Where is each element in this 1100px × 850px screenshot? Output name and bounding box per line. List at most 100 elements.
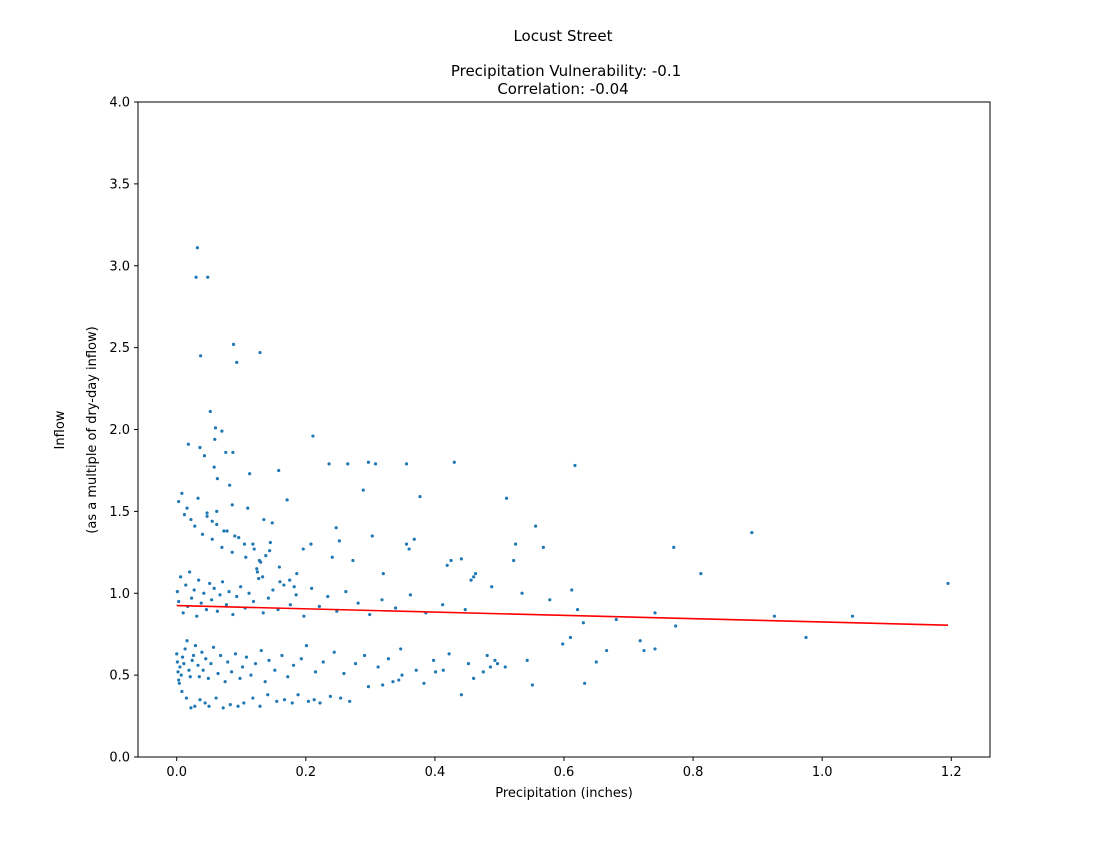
scatter-point [259,648,263,653]
scatter-point [449,558,453,563]
scatter-point [653,611,657,615]
scatter-point [594,660,598,664]
scatter-point [261,611,265,615]
scatter-point [334,526,338,530]
scatter-point [399,647,403,651]
scatter-point [503,665,507,669]
scatter-point [407,547,411,551]
chart-subtitle-vulnerability: Precipitation Vulnerability: -0.1 [451,62,681,80]
y-tick-label: 3.5 [109,177,130,192]
scatter-point [418,495,422,499]
scatter-point [179,673,183,677]
scatter-point [282,698,287,702]
scatter-point [218,593,222,597]
scatter-point [366,684,371,689]
scatter-point [202,454,207,458]
scatter-point [183,647,187,651]
scatter-point [304,644,309,648]
scatter-point [244,655,249,659]
scatter-point [228,483,232,487]
scatter-point [290,701,294,705]
scatter-point [495,662,500,666]
y-tick-label: 1.0 [109,587,130,602]
scatter-point [520,591,524,595]
y-tick-label: 4.0 [109,96,130,111]
scatter-point [197,675,201,679]
scatter-point [493,658,497,662]
scatter-point [235,594,239,599]
scatter-point [179,575,183,579]
scatter-point [346,462,350,466]
scatter-point [260,575,265,579]
scatter-point [313,670,318,674]
scatter-point [568,635,573,640]
scatter-point [194,275,198,279]
scatter-point [216,671,220,676]
scatter-point [205,514,209,518]
scatter-point [175,652,179,656]
y-axis-label: Inflow [53,410,68,449]
scatter-point [251,599,256,604]
scatter-point [231,450,235,455]
scatter-point [231,612,235,617]
scatter-point [262,517,266,522]
scatter-point [310,586,314,590]
scatter-point [210,519,214,523]
scatter-point [294,593,298,597]
scatter-point [330,555,334,559]
scatter-point [251,696,255,700]
scatter-point [206,676,210,681]
x-axis-label: Precipitation (inches) [495,786,633,801]
scatter-point [215,522,219,527]
scatter-point [201,668,205,672]
scatter-point [205,511,209,515]
x-tick-label: 0.2 [295,765,316,780]
scatter-point [177,599,181,604]
scatter-point [215,609,219,613]
scatter-point [469,578,473,582]
scatter-point [291,663,296,667]
scatter-point [220,429,224,433]
scatter-point [258,350,262,355]
scatter-point [213,437,217,441]
scatter-point [452,460,456,464]
scatter-point [337,539,341,543]
scatter-point [230,550,234,554]
scatter-point [247,591,251,595]
scatter-point [485,653,489,658]
scatter-point [180,491,184,495]
scatter-point [235,360,239,364]
scatter-point [185,506,189,510]
scatter-point [614,617,618,622]
scatter-point [328,694,332,699]
scatter-point [219,653,223,658]
scatter-point [311,434,315,438]
x-tick-label: 1.0 [812,765,833,780]
scatter-point [252,547,256,551]
scatter-point [180,689,184,694]
scatter-point [404,462,409,466]
scatter-point [441,603,445,607]
scatter-point [176,670,180,674]
scatter-point [193,644,198,648]
scatter-point [512,558,516,563]
scatter-point [195,614,199,618]
scatter-point [280,653,284,658]
scatter-point [376,665,380,669]
scatter-point [233,652,238,656]
scatter-point [473,572,478,576]
scatter-point [266,693,270,697]
scatter-point [257,576,261,581]
scatter-point [175,660,179,664]
scatter-point [302,614,306,618]
scatter-point [408,593,412,597]
scatter-point [182,662,186,666]
chart-subtitle-correlation: Correlation: -0.04 [497,80,628,98]
scatter-point [220,580,225,584]
scatter-point [188,675,192,679]
scatter-points-layer [175,246,950,710]
scatter-point [233,534,237,538]
scatter-point [237,535,241,540]
scatter-point [242,701,246,705]
scatter-point [288,603,292,607]
